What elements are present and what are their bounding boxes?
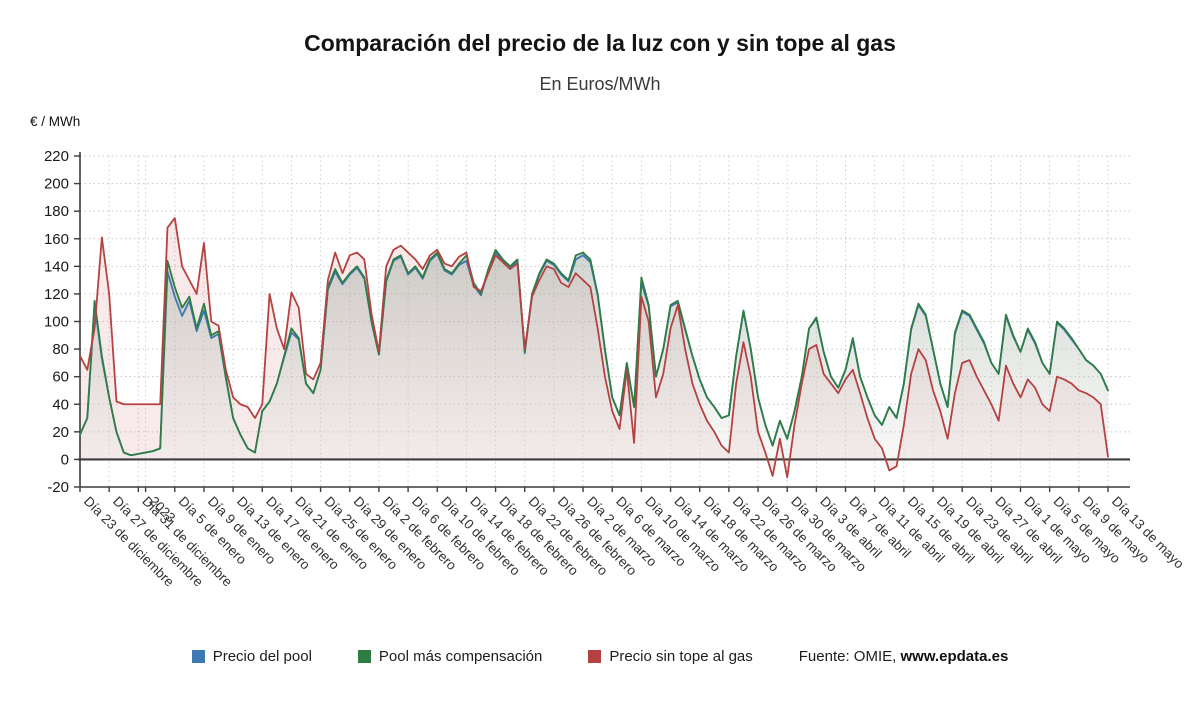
svg-text:0: 0 xyxy=(61,451,69,468)
svg-text:200: 200 xyxy=(44,176,69,193)
page-title: Comparación del precio de la luz con y s… xyxy=(304,30,896,56)
svg-text:-20: -20 xyxy=(47,479,69,496)
source-link[interactable]: www.epdata.es xyxy=(900,648,1009,665)
svg-text:40: 40 xyxy=(52,396,69,413)
legend-label-pool: Precio del pool xyxy=(212,648,312,665)
legend-label-sin-tope: Precio sin tope al gas xyxy=(609,648,753,665)
svg-text:140: 140 xyxy=(44,258,69,275)
legend-item-sin-tope[interactable]: Precio sin tope al gas xyxy=(588,648,753,665)
legend-item-pool[interactable]: Precio del pool xyxy=(191,648,312,665)
svg-text:220: 220 xyxy=(44,148,69,165)
chart-subtitle: En Euros/MWh xyxy=(539,74,661,94)
svg-text:80: 80 xyxy=(52,341,69,358)
source-prefix: Fuente: OMIE, xyxy=(798,648,901,665)
pool-swatch-icon xyxy=(191,650,205,663)
svg-text:100: 100 xyxy=(44,314,69,331)
sin-tope-swatch-icon xyxy=(588,650,602,663)
legend-label-compensacion: Pool más compensación xyxy=(378,648,543,665)
svg-text:160: 160 xyxy=(44,231,69,248)
y-axis-unit-label: € / MWh xyxy=(30,114,81,129)
legend-item-compensacion[interactable]: Pool más compensación xyxy=(357,648,543,665)
svg-text:60: 60 xyxy=(52,369,69,386)
source-attribution: Fuente: OMIE, www.epdata.es xyxy=(799,648,1009,665)
legend: Precio del pool Pool más compensación Pr… xyxy=(0,648,1200,665)
svg-text:20: 20 xyxy=(52,424,69,441)
svg-text:120: 120 xyxy=(44,286,69,303)
compensacion-swatch-icon xyxy=(357,650,371,663)
svg-text:180: 180 xyxy=(44,203,69,220)
